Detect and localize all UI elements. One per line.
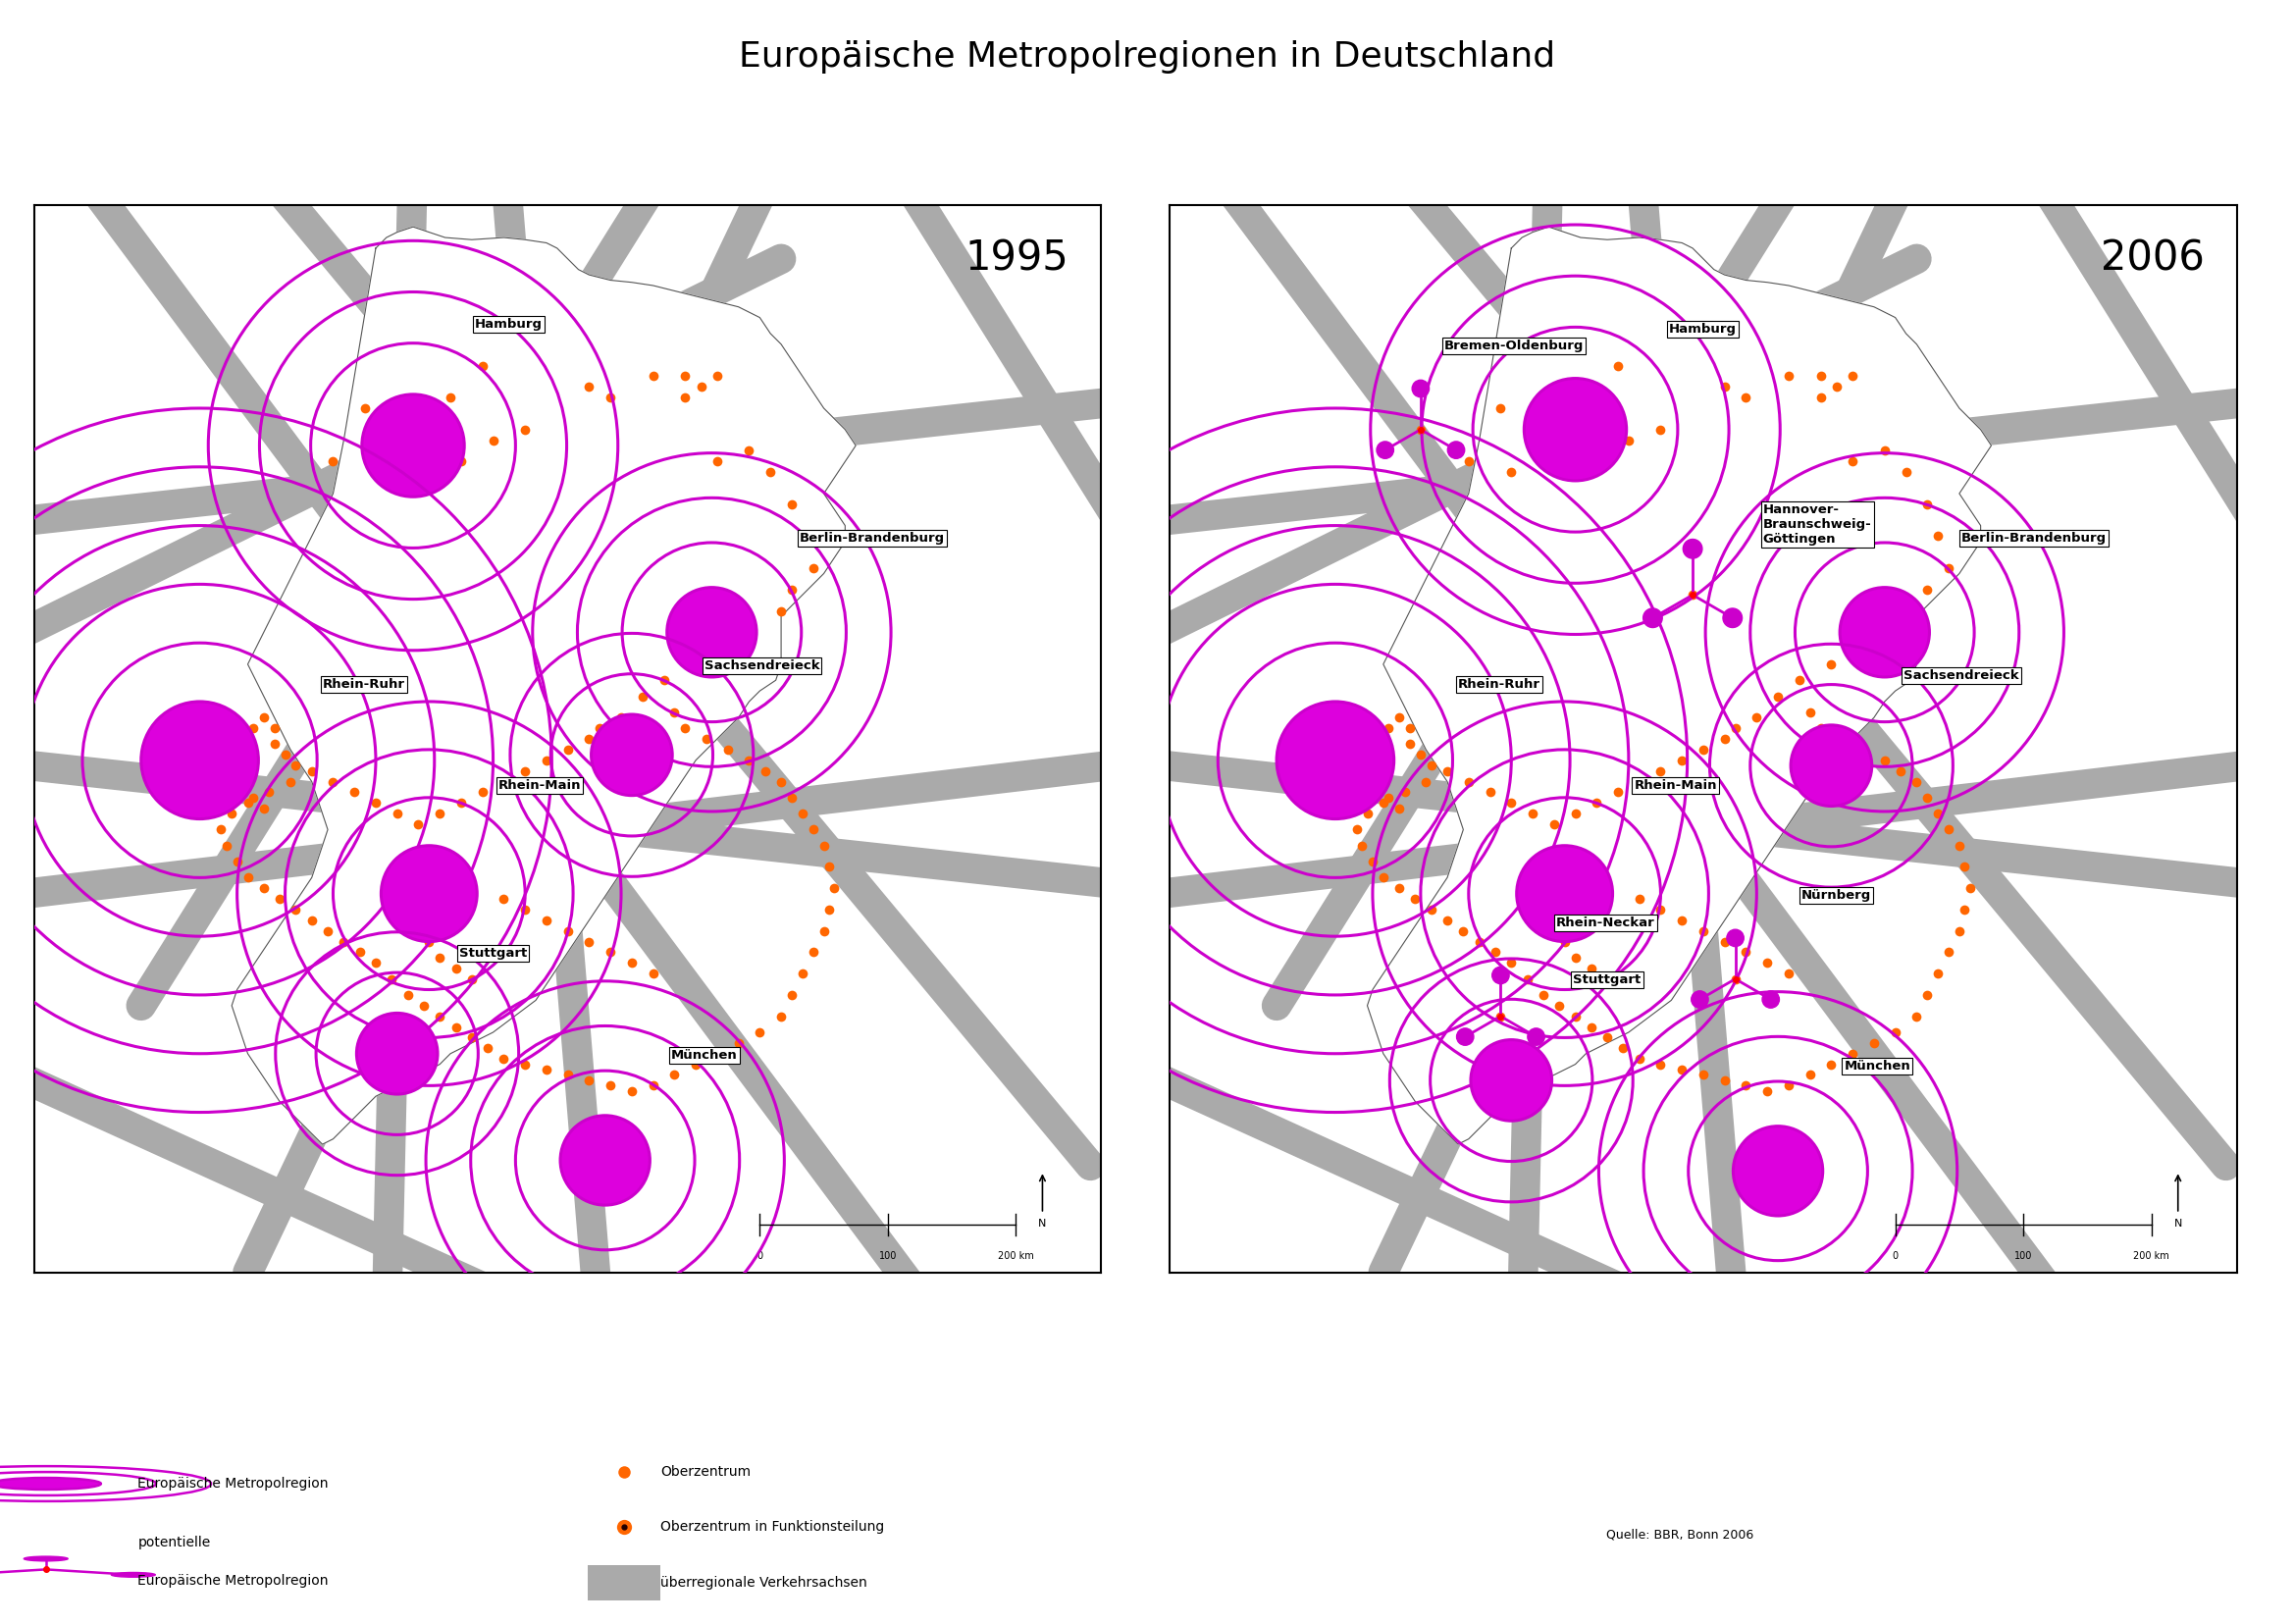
Polygon shape <box>232 227 856 1145</box>
Circle shape <box>112 1572 156 1577</box>
Circle shape <box>1491 966 1509 984</box>
Text: Stuttgart: Stuttgart <box>1574 974 1640 986</box>
Circle shape <box>1684 539 1702 559</box>
Circle shape <box>1448 442 1464 458</box>
Circle shape <box>362 395 463 497</box>
Text: 100: 100 <box>2014 1250 2032 1260</box>
Text: Berlin-Brandenburg: Berlin-Brandenburg <box>1961 533 2106 544</box>
Circle shape <box>381 846 477 942</box>
Text: 200 km: 200 km <box>998 1250 1035 1260</box>
Circle shape <box>1691 991 1709 1009</box>
Circle shape <box>142 702 259 818</box>
Text: N: N <box>2175 1220 2182 1229</box>
Text: Stuttgart: Stuttgart <box>459 947 528 960</box>
Text: Hannover-
Braunschweig-
Göttingen: Hannover- Braunschweig- Göttingen <box>1764 503 1872 546</box>
Circle shape <box>592 715 672 796</box>
Circle shape <box>1734 1125 1824 1216</box>
Circle shape <box>0 1478 101 1489</box>
Circle shape <box>1457 1028 1473 1046</box>
Text: Rhein-Main: Rhein-Main <box>1633 780 1716 793</box>
Text: N: N <box>1039 1220 1046 1229</box>
Text: Institut für Geographie: Institut für Geographie <box>2012 1559 2163 1572</box>
Circle shape <box>1792 724 1872 806</box>
Circle shape <box>1516 846 1613 942</box>
Circle shape <box>23 1556 69 1561</box>
Circle shape <box>1762 991 1780 1009</box>
Text: Europäische Metropolregionen in Deutschland: Europäische Metropolregionen in Deutschl… <box>739 41 1555 75</box>
Text: Sachsendreieck: Sachsendreieck <box>704 659 819 672</box>
Text: Quelle: BBR, Bonn 2006: Quelle: BBR, Bonn 2006 <box>1606 1528 1753 1541</box>
Circle shape <box>356 1013 438 1095</box>
Circle shape <box>1413 380 1429 398</box>
Circle shape <box>1376 442 1395 458</box>
Text: Oberzentrum in Funktionsteilung: Oberzentrum in Funktionsteilung <box>661 1520 885 1533</box>
Circle shape <box>1723 609 1741 627</box>
Polygon shape <box>1367 227 1991 1145</box>
Circle shape <box>668 588 757 677</box>
Text: Rhein-Ruhr: Rhein-Ruhr <box>323 679 404 690</box>
Text: 0: 0 <box>757 1250 764 1260</box>
Text: UNIVERSITÄT LEIPZIG: UNIVERSITÄT LEIPZIG <box>2000 1492 2175 1507</box>
Circle shape <box>1528 1028 1544 1046</box>
Text: Europäische Metropolregion: Europäische Metropolregion <box>138 1574 328 1588</box>
Text: potentielle: potentielle <box>138 1535 211 1549</box>
Circle shape <box>1840 588 1929 677</box>
Circle shape <box>1523 378 1626 481</box>
Text: Sachsendreieck: Sachsendreieck <box>1904 669 2019 682</box>
Text: Hamburg: Hamburg <box>475 318 544 330</box>
Circle shape <box>560 1116 649 1205</box>
Text: München: München <box>1844 1060 1911 1073</box>
Text: Oberzentrum: Oberzentrum <box>661 1465 750 1479</box>
Text: 2006: 2006 <box>2101 237 2205 279</box>
Circle shape <box>1278 702 1395 818</box>
Text: Rhein-Ruhr: Rhein-Ruhr <box>1459 679 1539 690</box>
Text: 0: 0 <box>1893 1250 1899 1260</box>
Text: 1995: 1995 <box>966 237 1069 279</box>
Text: Rhein-Neckar: Rhein-Neckar <box>1555 916 1654 929</box>
Text: Hamburg: Hamburg <box>1670 323 1737 336</box>
Text: Bremen-Oldenburg: Bremen-Oldenburg <box>1445 339 1583 352</box>
Circle shape <box>1470 1039 1551 1121</box>
Text: Nürnberg: Nürnberg <box>1801 890 1872 903</box>
Circle shape <box>1727 929 1743 947</box>
Text: Berlin-Brandenburg: Berlin-Brandenburg <box>798 533 945 544</box>
Circle shape <box>1643 609 1663 627</box>
Text: 100: 100 <box>879 1250 897 1260</box>
Text: 200 km: 200 km <box>2133 1250 2170 1260</box>
Text: überregionale Verkehrsachsen: überregionale Verkehrsachsen <box>661 1577 867 1590</box>
FancyBboxPatch shape <box>587 1566 661 1601</box>
Text: München: München <box>672 1049 739 1062</box>
Text: Europäische Metropolregion: Europäische Metropolregion <box>138 1476 328 1491</box>
Text: Rhein-Main: Rhein-Main <box>498 780 580 793</box>
